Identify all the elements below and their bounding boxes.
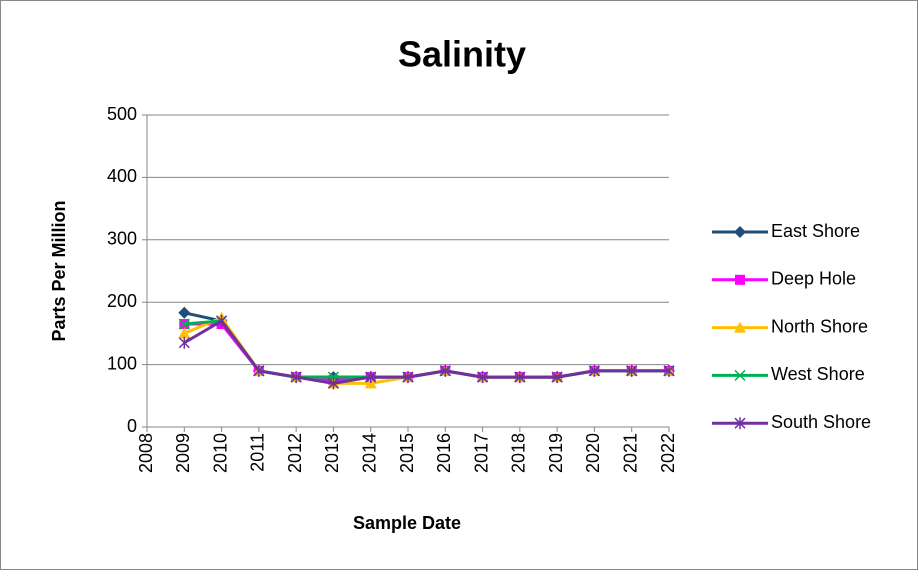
x-tick-label: 2008 — [136, 433, 156, 473]
legend-label: South Shore — [771, 412, 871, 432]
x-tick-label: 2017 — [471, 433, 491, 473]
x-tick-label: 2014 — [359, 433, 379, 473]
marker — [290, 371, 302, 384]
marker — [178, 336, 190, 349]
marker — [178, 306, 191, 319]
legend-label: Deep Hole — [771, 269, 856, 289]
y-tick-label: 200 — [107, 291, 137, 311]
marker — [551, 371, 563, 384]
x-tick-label: 2016 — [434, 433, 454, 473]
x-tick-label: 2012 — [285, 433, 305, 473]
marker — [514, 371, 526, 384]
x-tick-label: 2021 — [620, 433, 640, 473]
marker — [663, 364, 675, 377]
y-tick-label: 100 — [107, 353, 137, 373]
x-axis-label: Sample Date — [353, 513, 461, 533]
marker — [734, 369, 746, 381]
y-tick-label: 400 — [107, 166, 137, 186]
y-tick-label: 300 — [107, 229, 137, 249]
marker — [253, 364, 265, 377]
marker — [178, 318, 190, 330]
marker — [365, 371, 377, 384]
x-tick-label: 2009 — [173, 433, 193, 473]
marker — [402, 371, 414, 384]
x-tick-label: 2011 — [248, 433, 268, 472]
marker — [439, 364, 451, 377]
x-tick-label: 2013 — [322, 433, 342, 473]
y-axis-label: Parts Per Million — [49, 200, 69, 341]
marker — [734, 226, 746, 238]
legend-label: East Shore — [771, 221, 860, 241]
y-tick-label: 500 — [107, 104, 137, 124]
marker — [734, 417, 746, 430]
marker — [626, 364, 638, 377]
y-tick-label: 0 — [127, 416, 137, 436]
series-line — [183, 318, 669, 385]
chart-title: Salinity — [398, 34, 526, 75]
marker — [216, 314, 228, 327]
x-tick-label: 2018 — [509, 433, 529, 473]
marker — [735, 274, 745, 285]
marker — [178, 327, 191, 339]
x-tick-label: 2022 — [658, 433, 678, 473]
marker — [588, 364, 600, 377]
legend-label: West Shore — [771, 364, 865, 384]
x-tick-label: 2010 — [210, 433, 230, 473]
legend-label: North Shore — [771, 316, 868, 336]
marker — [477, 371, 489, 384]
x-tick-label: 2015 — [397, 433, 417, 473]
marker — [327, 377, 339, 390]
x-tick-label: 2019 — [546, 433, 566, 473]
x-tick-label: 2020 — [583, 433, 603, 473]
marker — [734, 321, 746, 333]
